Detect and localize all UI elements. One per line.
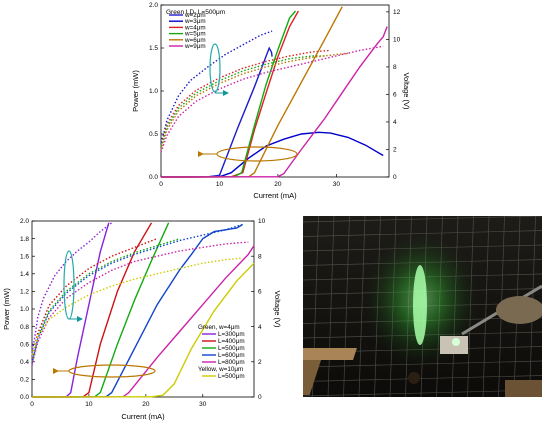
chart-title-top: Green LD, L=500μm: [166, 9, 225, 16]
mount-block-top: [303, 348, 357, 360]
y2-tick-label: 8: [393, 64, 397, 71]
legend-bottom: Green, w=4μmL=300μmL=400μmL=500μmL=600μm…: [198, 324, 245, 380]
y2-tick-label: 0: [258, 394, 262, 401]
x-tick-label: 0: [159, 181, 163, 188]
y2-axis-label-bottom: Voltage (V): [273, 290, 282, 328]
annotation-ellipse-power-bottom: [68, 364, 156, 378]
x-tick-label: 20: [142, 401, 150, 408]
voltage-curve-0-3: [160, 55, 325, 147]
x-tick-label: 30: [199, 401, 207, 408]
voltage-curve-0-2: [160, 49, 331, 147]
power-curve-1-5: [31, 262, 255, 398]
voltage-curve-1-2: [31, 237, 181, 362]
legend-label: w=4μm: [184, 24, 206, 31]
y-tick-label: 0.8: [20, 324, 29, 331]
y-tick-label: 1.2: [20, 289, 29, 296]
y-tick-label: 1.0: [149, 88, 158, 95]
y-tick-label: 1.4: [20, 271, 29, 278]
y-tick-label: 0.6: [20, 341, 29, 348]
chart-bottom: 0 10 20 300.00.20.40.60.81.01.21.41.61.82.0…: [2, 218, 282, 421]
axis-ticks-top: 0 10 20 30 0.0 0.5 1.0 1.5 2.0 0 2 4 6 8 10 12: [149, 2, 401, 188]
y2-tick-label: 10: [393, 37, 401, 44]
y-tick-label: 0.0: [20, 394, 29, 401]
voltage-curve-1-1: [31, 237, 158, 359]
mount-hole: [408, 372, 420, 384]
y-tick-label: 1.8: [20, 236, 29, 243]
chart-top: 0 10 20 30 0.0 0.5 1.0 1.5 2.0 0 2 4 6 8 10 12 Green LD…: [131, 2, 411, 200]
x-tick-label: 30: [333, 181, 341, 188]
axis-ticks-bottom: 0 10 20 300.00.20.40.60.81.01.21.41.61.82.0…: [20, 218, 266, 408]
voltage-curve-0-5: [160, 45, 384, 153]
y2-tick-label: 6: [258, 289, 262, 296]
power-curve-0-2: [160, 10, 300, 178]
legend-label: w=5μm: [184, 31, 206, 38]
y-axis-label-top: Power (mW): [131, 70, 140, 112]
legend-label: L=400μm: [218, 338, 245, 345]
mount-block: [303, 355, 323, 395]
legend-label: w=2μm: [184, 12, 206, 19]
annotation-ellipse-voltage-top: [209, 43, 221, 93]
power-curve-0-3: [160, 10, 297, 178]
laser-beam-spot: [413, 265, 427, 345]
y2-tick-label: 12: [393, 9, 401, 16]
legend-heading: Green, w=4μm: [198, 324, 240, 331]
y-tick-label: 1.6: [20, 253, 29, 260]
legend-label: L=500μm: [218, 373, 245, 380]
x-tick-label: 20: [274, 181, 282, 188]
y2-tick-label: 8: [258, 253, 262, 260]
voltage-curve-1-3: [31, 223, 243, 364]
legend-label: L=300μm: [218, 331, 245, 338]
annotation-ellipse-voltage-bottom: [63, 250, 75, 320]
y2-tick-label: 6: [393, 92, 397, 99]
y2-tick-label: 2: [393, 147, 397, 154]
y-tick-label: 0.0: [149, 174, 158, 181]
legend-label: L=600μm: [218, 352, 245, 359]
legend-label: w=6μm: [184, 37, 206, 44]
power-curve-1-0: [31, 222, 110, 398]
voltage-curve-1-4: [31, 241, 249, 366]
y2-tick-label: 0: [393, 174, 397, 181]
legend-label: L=800μm: [218, 359, 245, 366]
x-tick-label: 10: [85, 401, 93, 408]
y2-axis-label-top: Voltage (V): [402, 72, 411, 110]
series-lines-bottom: [31, 222, 255, 398]
legend-heading-2: Yellow, w=10μm: [198, 366, 243, 373]
y-tick-label: 1.5: [149, 45, 158, 52]
y-tick-label: 0.5: [149, 131, 158, 138]
x-tick-label: 10: [216, 181, 224, 188]
emitter-point: [452, 338, 460, 346]
voltage-curve-0-4: [160, 52, 349, 150]
y-tick-label: 0.2: [20, 377, 29, 384]
voltage-curve-1-5: [31, 257, 243, 356]
y-axis-label-bottom: Power (mW): [2, 288, 11, 330]
y-tick-label: 2.0: [149, 2, 158, 9]
legend-label: L=500μm: [218, 345, 245, 352]
annotation-ellipse-power-top: [216, 146, 298, 162]
power-curve-1-2: [31, 222, 170, 398]
power-curve-0-1: [160, 131, 384, 178]
x-axis-label-bottom: Current (mA): [121, 412, 165, 421]
device-photo: [303, 216, 542, 397]
power-curve-1-1: [31, 222, 153, 398]
y-tick-label: 1.0: [20, 306, 29, 313]
y2-tick-label: 2: [258, 359, 262, 366]
y2-tick-label: 4: [393, 119, 397, 126]
series-lines-top: [160, 6, 388, 178]
x-axis-label-top: Current (mA): [253, 191, 297, 200]
probe-holder: [496, 296, 542, 324]
x-tick-label: 0: [30, 401, 34, 408]
legend-label: w=9μm: [184, 43, 206, 50]
power-curve-1-4: [31, 245, 255, 398]
y-tick-label: 2.0: [20, 218, 29, 225]
y2-tick-label: 4: [258, 324, 262, 331]
voltage-curve-1-0: [31, 222, 113, 354]
power-curve-0-5: [160, 26, 388, 178]
y-tick-label: 0.4: [20, 359, 29, 366]
power-curve-1-3: [31, 223, 243, 398]
screw-knob: [505, 380, 542, 397]
legend-label: w=3μm: [184, 18, 206, 25]
y2-tick-label: 10: [258, 218, 266, 225]
